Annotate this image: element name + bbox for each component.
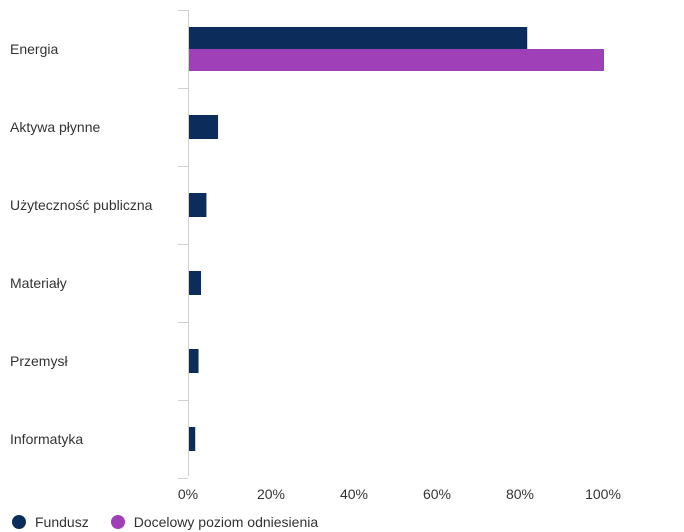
bar-fundusz-aktywa-p-ynne	[189, 115, 219, 139]
category-label-materia-y: Materiały	[10, 275, 67, 291]
legend-item-fundusz[interactable]: Fundusz	[12, 514, 89, 530]
category-label-przemys-: Przemysł	[10, 353, 68, 369]
category-label-informatyka: Informatyka	[10, 431, 83, 447]
bar-fundusz-materia-y	[189, 271, 202, 295]
legend: Fundusz Docelowy poziom odniesienia	[12, 513, 340, 531]
bar-benchmark-energia	[189, 49, 604, 71]
category-label-u-yteczno-publiczna: Użyteczność publiczna	[10, 197, 153, 213]
x-tick-label: 20%	[257, 486, 285, 500]
legend-item-benchmark[interactable]: Docelowy poziom odniesienia	[110, 514, 319, 530]
x-tick-label: 100%	[585, 486, 621, 500]
bar-chart-svg: Energia Aktywa płynne Użyteczność publiczn…	[10, 10, 621, 500]
legend-marker-fundusz	[12, 515, 26, 529]
bar-fundusz-energia	[189, 27, 528, 49]
legend-label-benchmark: Docelowy poziom odniesienia	[133, 514, 319, 530]
bar-fundusz-przemys-	[189, 349, 199, 373]
x-tick-label: 40%	[340, 486, 368, 500]
x-tick-label: 0%	[178, 486, 198, 500]
bar-fundusz-informatyka	[189, 427, 196, 451]
legend-marker-benchmark	[110, 515, 125, 529]
category-label-energia: Energia	[10, 41, 58, 57]
x-tick-label: 80%	[506, 486, 534, 500]
legend-label-fundusz: Fundusz	[35, 514, 89, 530]
category-label-aktywa-p-ynne: Aktywa płynne	[10, 119, 100, 135]
x-tick-label: 60%	[423, 486, 451, 500]
bar-fundusz-u-yteczno-publiczna	[189, 193, 207, 217]
